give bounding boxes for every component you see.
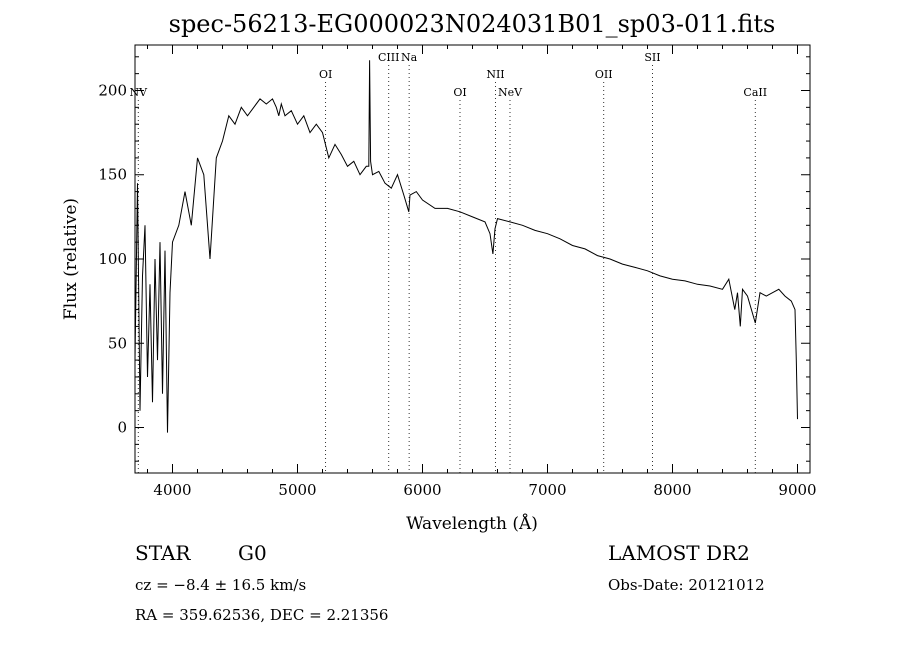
line-label-5: NII bbox=[486, 68, 504, 81]
x-axis-label: Wavelength (Å) bbox=[406, 513, 538, 534]
coordinates-readout: RA = 359.62536, DEC = 2.21356 bbox=[135, 606, 388, 624]
x-tick-label: 7000 bbox=[528, 481, 566, 499]
object-class: STAR bbox=[135, 541, 191, 565]
line-label-9: CaII bbox=[743, 86, 767, 99]
survey-name: LAMOST DR2 bbox=[608, 541, 750, 565]
spectral-line-markers: NV OI CIII Na OI NII NeV OII SII CaII bbox=[129, 51, 767, 473]
x-axis-ticks: 4000 5000 6000 7000 8000 9000 bbox=[147, 45, 817, 499]
y-axis-label: Flux (relative) bbox=[61, 198, 81, 320]
line-label-2: CIII bbox=[378, 51, 399, 64]
line-label-0: NV bbox=[129, 86, 148, 99]
y-tick-label: 100 bbox=[98, 250, 127, 268]
line-label-1: OI bbox=[319, 68, 332, 81]
x-tick-label: 9000 bbox=[778, 481, 816, 499]
x-tick-label: 4000 bbox=[153, 481, 191, 499]
line-label-7: OII bbox=[595, 68, 613, 81]
spectrum-line bbox=[134, 60, 798, 433]
x-tick-label: 5000 bbox=[278, 481, 316, 499]
object-subclass: G0 bbox=[238, 541, 267, 565]
y-axis-ticks: 0 50 100 150 200 bbox=[98, 56, 810, 462]
y-tick-label: 0 bbox=[117, 419, 127, 437]
x-tick-label: 6000 bbox=[403, 481, 441, 499]
y-tick-label: 200 bbox=[98, 81, 127, 99]
x-tick-label: 8000 bbox=[653, 481, 691, 499]
line-label-3: Na bbox=[401, 51, 418, 64]
chart-title: spec-56213-EG000023N024031B01_sp03-011.f… bbox=[169, 10, 776, 38]
obs-date: Obs-Date: 20121012 bbox=[608, 576, 765, 594]
y-tick-label: 50 bbox=[108, 334, 127, 352]
line-label-6: NeV bbox=[498, 86, 523, 99]
line-label-8: SII bbox=[644, 51, 660, 64]
plot-frame bbox=[134, 44, 811, 474]
line-label-4: OI bbox=[453, 86, 466, 99]
redshift-readout: cz = −8.4 ± 16.5 km/s bbox=[135, 576, 306, 594]
y-tick-label: 150 bbox=[98, 166, 127, 184]
